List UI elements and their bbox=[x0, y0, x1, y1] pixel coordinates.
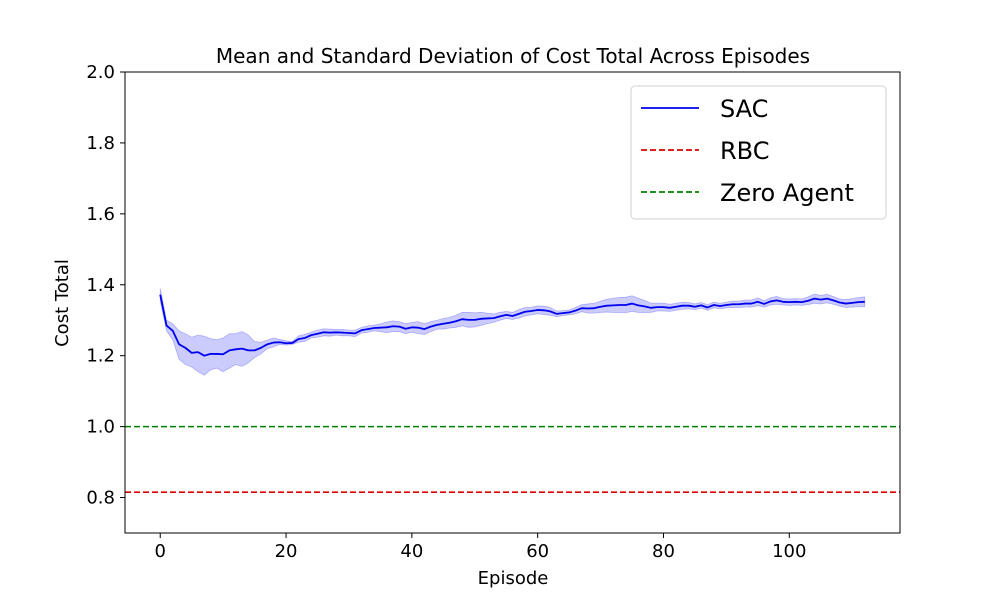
sac-std-band bbox=[159, 288, 866, 376]
y-tick-label: 1.0 bbox=[86, 417, 115, 438]
y-tick-label: 1.4 bbox=[86, 275, 115, 296]
x-tick-label: 20 bbox=[275, 541, 298, 562]
x-axis: 0 20 40 60 80 100 bbox=[155, 533, 806, 562]
x-tick-label: 40 bbox=[400, 541, 423, 562]
legend: SAC RBC Zero Agent bbox=[630, 85, 887, 220]
x-axis-label: Episode bbox=[478, 568, 549, 589]
x-tick-label: 80 bbox=[652, 541, 675, 562]
y-axis: 0.8 1.0 1.2 1.4 1.6 1.8 2.0 bbox=[86, 62, 125, 509]
y-tick-label: 1.6 bbox=[86, 204, 115, 225]
legend-entry: Zero Agent bbox=[720, 179, 854, 207]
chart-title: Mean and Standard Deviation of Cost Tota… bbox=[216, 44, 810, 68]
legend-box bbox=[630, 85, 887, 220]
x-tick-label: 0 bbox=[155, 541, 166, 562]
x-tick-label: 60 bbox=[526, 541, 549, 562]
sac-mean-line bbox=[159, 294, 865, 357]
y-tick-label: 2.0 bbox=[86, 62, 115, 83]
legend-entry: SAC bbox=[720, 95, 768, 123]
y-tick-label: 1.8 bbox=[86, 133, 115, 154]
y-tick-label: 1.2 bbox=[86, 346, 115, 367]
legend-entry: RBC bbox=[720, 137, 769, 165]
x-tick-label: 100 bbox=[772, 541, 806, 562]
plot-frame bbox=[124, 71, 901, 534]
y-tick-label: 0.8 bbox=[86, 488, 115, 509]
plot-area bbox=[124, 71, 901, 534]
y-axis-label: Cost Total bbox=[52, 259, 73, 347]
